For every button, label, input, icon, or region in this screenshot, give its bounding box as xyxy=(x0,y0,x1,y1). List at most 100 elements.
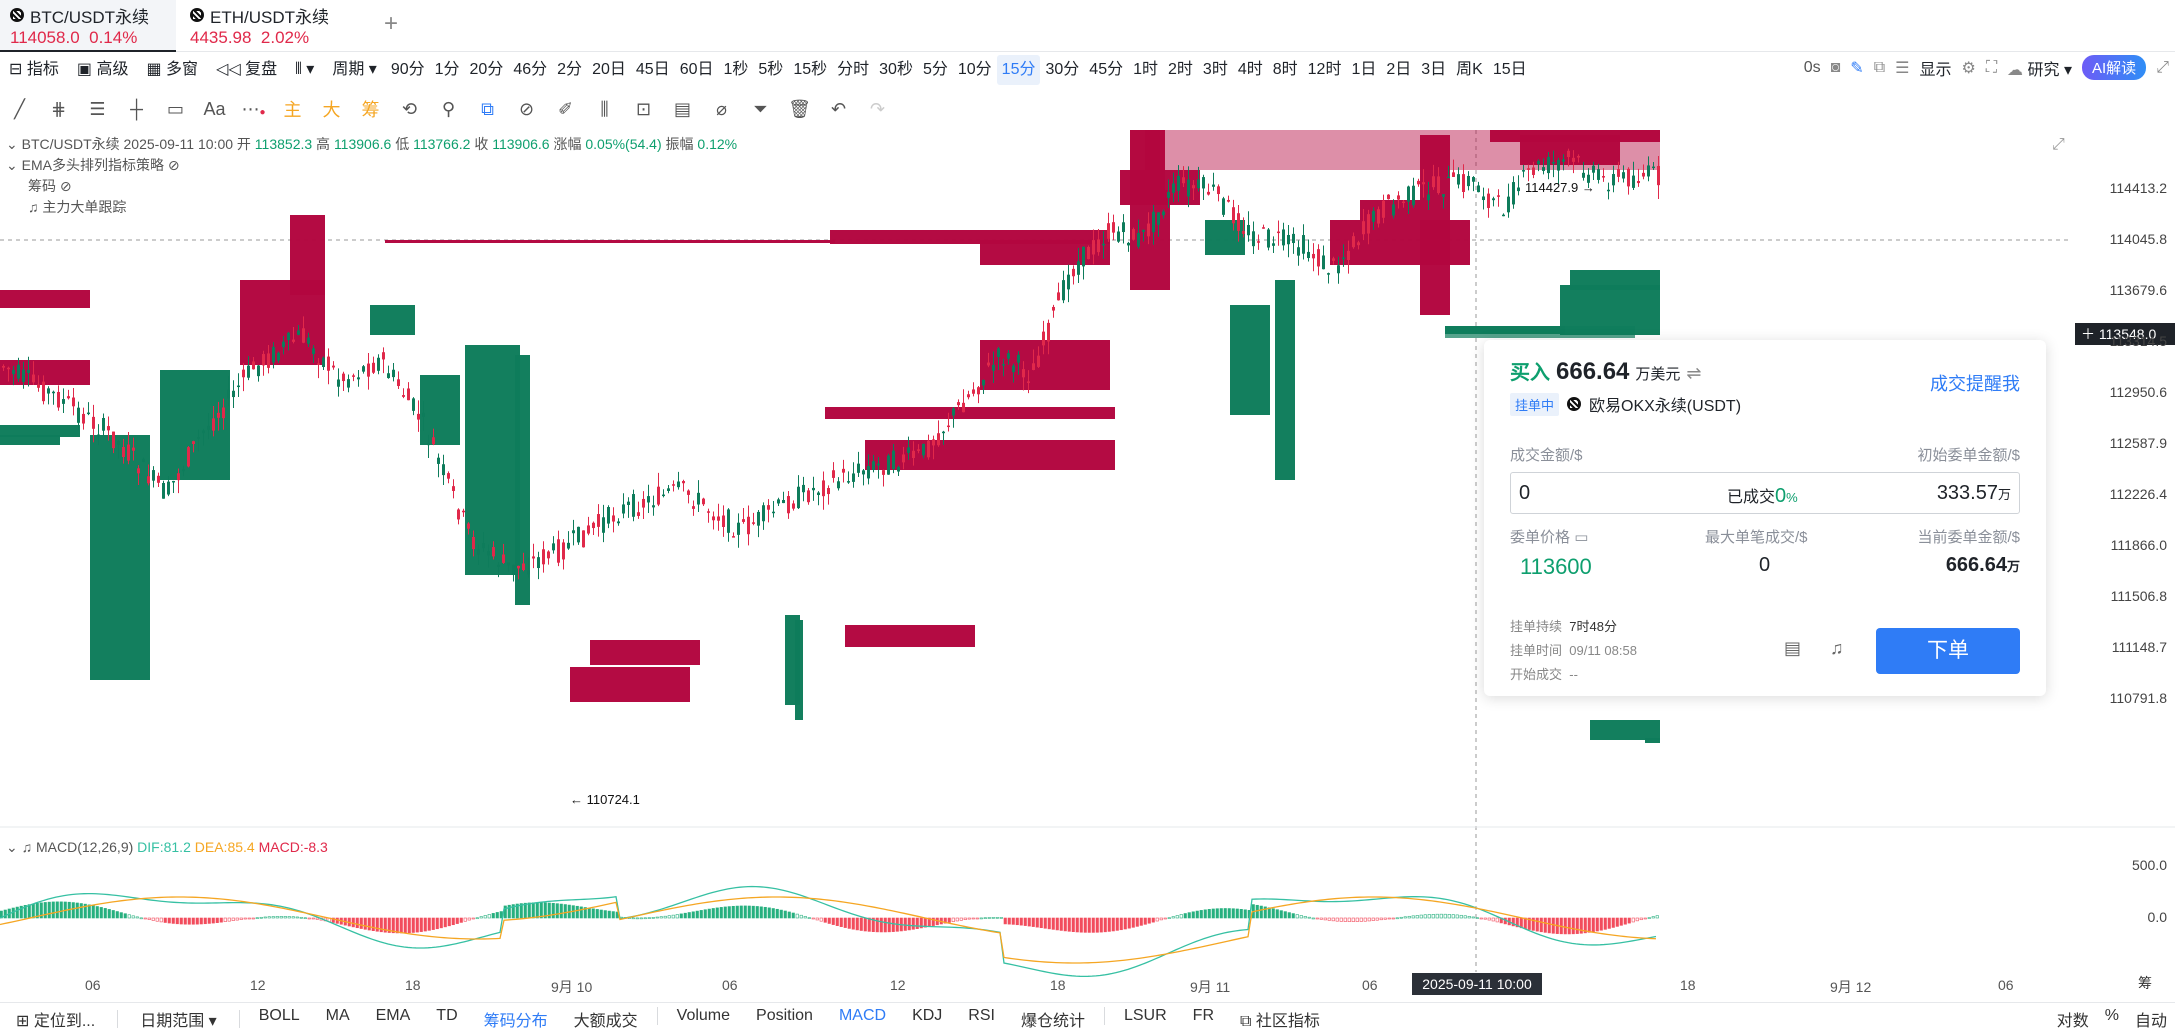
fullscreen-icon[interactable]: ⛶ xyxy=(1985,58,1998,76)
plus-icon[interactable]: ＋ xyxy=(2081,326,2095,342)
collapse-icon[interactable]: ⌄ xyxy=(6,839,18,855)
interval-16[interactable]: 30分 xyxy=(1045,61,1080,78)
indicator-tab-3[interactable]: TD xyxy=(436,1006,458,1024)
interval-15[interactable]: 15分 xyxy=(996,55,1041,85)
interval-14[interactable]: 10分 xyxy=(957,61,992,78)
interval-13[interactable]: 5分 xyxy=(922,61,948,78)
interval-17[interactable]: 45分 xyxy=(1089,61,1124,78)
indicator-tab-7[interactable]: Position xyxy=(756,1006,813,1024)
indicator-tab-1[interactable]: MA xyxy=(325,1006,350,1024)
crop-icon[interactable]: ⧉ xyxy=(1873,58,1886,76)
parallel-lines-icon[interactable]: ⋕ xyxy=(50,98,67,119)
brush-icon[interactable]: ⌀ xyxy=(716,98,727,119)
interval-26[interactable]: 3日 xyxy=(1421,61,1447,78)
indicator-tab-8[interactable]: MACD xyxy=(838,1006,887,1024)
interval-6[interactable]: 45日 xyxy=(635,61,670,78)
magnet-icon[interactable]: ⚲ xyxy=(441,98,456,119)
whale-legend[interactable]: ♫ 主力大单跟踪 xyxy=(28,199,127,215)
big-order-button[interactable]: 大 xyxy=(322,100,341,120)
advanced-button[interactable]: ▣ 高级 xyxy=(76,61,129,78)
indicator-tab-2[interactable]: EMA xyxy=(375,1006,411,1024)
interval-28[interactable]: 15日 xyxy=(1492,61,1527,78)
main-chart-button[interactable]: 主 xyxy=(283,100,302,120)
chips-button[interactable]: 筹 xyxy=(361,100,380,120)
interval-23[interactable]: 12时 xyxy=(1307,61,1342,78)
sync-icon[interactable]: ⟲ xyxy=(401,98,418,119)
text-tool-icon[interactable]: Aa xyxy=(203,98,226,119)
auto-toggle[interactable]: 自动 xyxy=(2134,1012,2167,1030)
gear-icon[interactable]: ⚙ xyxy=(1961,59,1976,77)
interval-0[interactable]: 90分 xyxy=(390,61,425,78)
locate-button[interactable]: ⊞ 定位到... xyxy=(16,1012,96,1030)
log-toggle[interactable]: 对数 xyxy=(2056,1012,2089,1030)
indicator-tab-9[interactable]: KDJ xyxy=(912,1006,943,1024)
interval-21[interactable]: 4时 xyxy=(1237,61,1263,78)
interval-2[interactable]: 20分 xyxy=(469,61,504,78)
interval-5[interactable]: 20日 xyxy=(592,61,626,78)
interval-22[interactable]: 8时 xyxy=(1272,61,1298,78)
interval-12[interactable]: 30秒 xyxy=(879,61,913,78)
interval-24[interactable]: 1日 xyxy=(1351,61,1377,78)
interval-11[interactable]: 分时 xyxy=(837,61,870,78)
indicator-tab-0[interactable]: BOLL xyxy=(258,1006,300,1024)
ai-button[interactable]: AI解读 xyxy=(2082,55,2147,80)
interval-25[interactable]: 2日 xyxy=(1386,61,1412,78)
date-range-button[interactable]: 日期范围 ▾ xyxy=(140,1012,217,1030)
horizontal-line-icon[interactable]: ┼ xyxy=(130,98,143,119)
eye-off-icon[interactable]: ⊘ xyxy=(167,157,180,173)
candlestick-chart[interactable] xyxy=(0,130,2175,1000)
camera-icon[interactable]: ◙ xyxy=(1830,58,1841,76)
research-button[interactable]: ☁ 研究 ▾ xyxy=(2007,61,2072,79)
ruler-icon[interactable]: ⊘ xyxy=(518,98,535,119)
interval-10[interactable]: 15秒 xyxy=(793,61,828,78)
interval-19[interactable]: 2时 xyxy=(1168,61,1193,78)
rectangle-icon[interactable]: ▭ xyxy=(166,98,184,119)
indicator-tab-13[interactable]: FR xyxy=(1192,1006,1214,1024)
chart-type-button[interactable]: ⫴ ▾ xyxy=(286,55,323,85)
tab-btc[interactable]: BTC/USDT永续 114058.0 0.14% xyxy=(0,0,176,52)
filter-icon[interactable]: ⏷ xyxy=(753,98,768,119)
bars-icon[interactable]: ⫼ xyxy=(600,98,609,119)
indicator-tab-4[interactable]: 筹码分布 xyxy=(483,1012,548,1030)
indicator-tab-11[interactable]: 爆仓统计 xyxy=(1020,1012,1085,1030)
interval-8[interactable]: 1秒 xyxy=(723,61,749,78)
chips-side-label[interactable]: 筹 xyxy=(2138,975,2152,991)
percent-toggle[interactable]: % xyxy=(2104,1006,2119,1024)
eye-off-icon[interactable]: ⊘ xyxy=(59,178,72,194)
display-button[interactable]: 显示 xyxy=(1919,61,1952,79)
note-icon[interactable]: ▤ xyxy=(673,98,691,119)
indicator-tab-14[interactable]: ⧉ 社区指标 xyxy=(1240,1012,1320,1030)
list-icon[interactable]: ☰ xyxy=(1895,59,1910,77)
multi-window-button[interactable]: ▦ 多窗 xyxy=(146,61,199,78)
collapse-icon[interactable]: ⌄ xyxy=(6,136,18,152)
replay-button[interactable]: ◁◁ 复盘 xyxy=(216,61,278,78)
interval-4[interactable]: 2分 xyxy=(557,61,583,78)
period-dropdown[interactable]: 周期 ▾ xyxy=(332,61,377,78)
indicator-tab-6[interactable]: Volume xyxy=(676,1006,731,1024)
notes-icon[interactable]: ▤ xyxy=(1784,638,1802,658)
fib-lines-icon[interactable]: ☰ xyxy=(89,98,106,119)
indicator-tab-5[interactable]: 大额成交 xyxy=(573,1012,638,1030)
add-tab-button[interactable]: + xyxy=(384,10,399,37)
chart-area[interactable]: ⌄ BTC/USDT永续 2025-09-11 10:00 开 113852.3… xyxy=(0,130,2175,1000)
expand-chart-icon[interactable]: ⤢ xyxy=(2052,136,2065,153)
indicator-tab-12[interactable]: LSUR xyxy=(1123,1006,1167,1024)
undo-icon[interactable]: ↶ xyxy=(830,98,847,119)
interval-1[interactable]: 1分 xyxy=(434,61,460,78)
interval-9[interactable]: 5秒 xyxy=(758,61,784,78)
strategy-legend[interactable]: ⌄ EMA多头排列指标策略 ⊘ xyxy=(6,157,180,173)
indicator-button[interactable]: ⊟ 指标 xyxy=(9,61,59,78)
lock-icon[interactable]: ⊡ xyxy=(635,98,652,119)
line-tool-icon[interactable]: ╱ xyxy=(14,98,25,119)
copy-icon[interactable]: ⧉ xyxy=(481,98,494,119)
pen-icon[interactable]: ✎ xyxy=(1850,59,1864,77)
expand-icon[interactable]: ⤢ xyxy=(2156,58,2169,76)
more-tools-icon[interactable]: ⋯● xyxy=(241,98,266,119)
interval-7[interactable]: 60日 xyxy=(679,61,714,78)
chips-legend[interactable]: 筹码 ⊘ xyxy=(28,178,72,194)
pencil-icon[interactable]: ✐ xyxy=(557,98,574,119)
collapse-icon[interactable]: ⌄ xyxy=(6,157,18,173)
indicator-tab-10[interactable]: RSI xyxy=(968,1006,995,1024)
bell-icon[interactable]: ♫ xyxy=(1830,638,1844,658)
interval-18[interactable]: 1时 xyxy=(1133,61,1159,78)
